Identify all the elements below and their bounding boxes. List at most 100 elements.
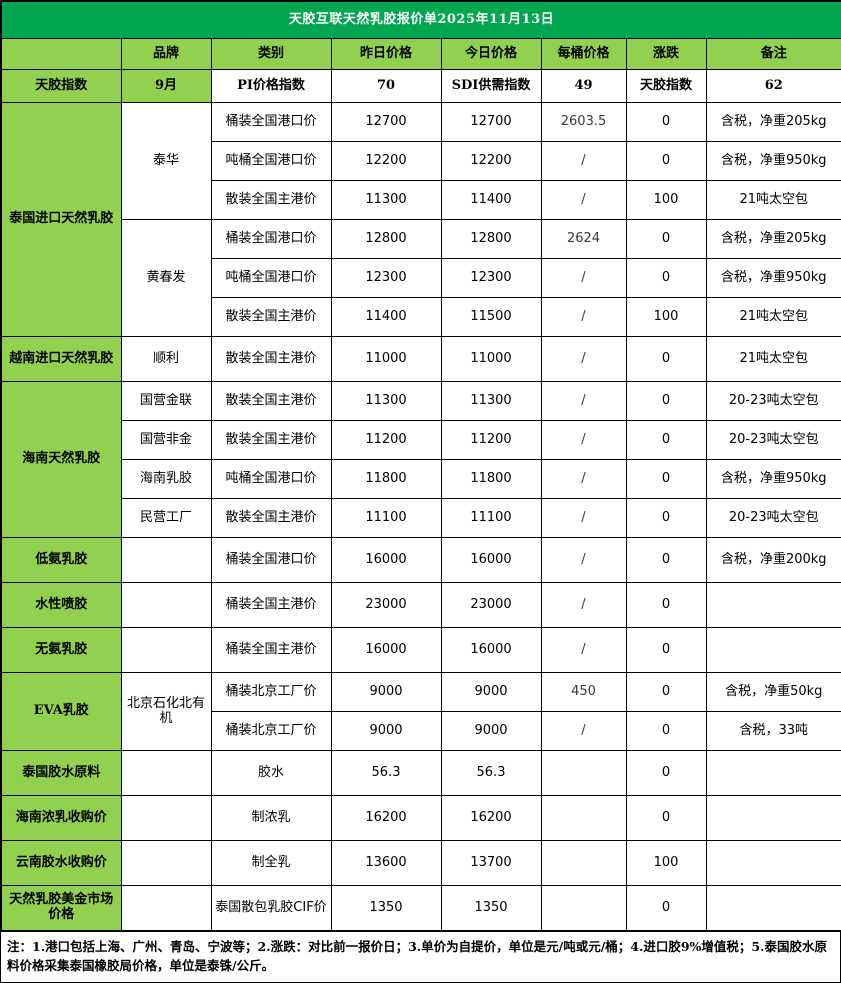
- today-price-cell: 11500: [440, 297, 542, 337]
- column-header-yesterday[interactable]: 昨日价格: [330, 38, 442, 70]
- change-cell: 0: [625, 672, 707, 712]
- column-header-note[interactable]: 备注: [705, 38, 841, 70]
- change-cell: 100: [625, 840, 707, 886]
- remark-cell: 20-23吨太空包: [705, 498, 841, 538]
- per-barrel-price-cell: /: [540, 336, 627, 382]
- table-row: 泰国胶水原料 胶水 56.3 56.3 0: [0, 750, 841, 796]
- change-cell: 0: [625, 336, 707, 382]
- footnote: 注：1.港口包括上海、广州、青岛、宁波等；2.涨跌：对比前一报价日；3.单价为自…: [0, 932, 841, 983]
- brand-cell: 民营工厂: [120, 498, 212, 538]
- per-barrel-price-cell: /: [540, 420, 627, 460]
- brand-cell: [120, 795, 212, 841]
- yesterday-price-cell: 11000: [330, 336, 442, 382]
- per-barrel-price-cell: [540, 840, 627, 886]
- remark-cell: 20-23吨太空包: [705, 420, 841, 460]
- per-barrel-price-cell: /: [540, 141, 627, 181]
- table-row: 低氨乳胶 桶装全国港口价 16000 16000/0 含税，净重200kg: [0, 537, 841, 583]
- today-price-cell: 11300: [440, 381, 542, 421]
- table-row: 越南进口天然乳胶 顺利 散装全国主港价 11000 11000/0 21吨太空包: [0, 336, 841, 382]
- table-row: 散装全国主港价 11400 11500/100 21吨太空包: [1, 297, 841, 337]
- today-price-cell: 16200: [440, 795, 542, 841]
- per-barrel-price-cell: /: [540, 180, 627, 220]
- change-cell: 0: [625, 582, 707, 628]
- today-price-cell: 11800: [440, 459, 542, 499]
- kind-cell: 泰国散包乳胶CIF价: [210, 885, 332, 932]
- remark-cell: 21吨太空包: [705, 180, 841, 220]
- index-cell-category: 天胶指数: [0, 69, 122, 103]
- kind-cell: 制全乳: [210, 840, 332, 886]
- remark-cell: 含税，净重950kg: [705, 258, 841, 298]
- yesterday-price-cell: 12200: [330, 141, 442, 181]
- brand-cell: [120, 627, 212, 673]
- brand-cell: 黄春发: [120, 219, 212, 337]
- remark-cell: 含税，净重200kg: [705, 537, 841, 583]
- index-cell-kind: PI价格指数: [210, 69, 332, 103]
- table-row: 桶装北京工厂价 9000 9000/0 含税，33吨: [1, 711, 841, 751]
- kind-cell: 吨桶全国港口价: [210, 459, 332, 499]
- brand-cell: [120, 537, 212, 583]
- today-price-cell: 12800: [440, 219, 542, 259]
- kind-cell: 桶装全国主港价: [210, 627, 332, 673]
- column-header-category[interactable]: [0, 38, 122, 70]
- today-price-cell: 23000: [440, 582, 542, 628]
- change-cell: 0: [625, 459, 707, 499]
- column-header-per_barrel[interactable]: 每桶价格: [540, 38, 627, 70]
- column-header-change[interactable]: 涨跌: [625, 38, 707, 70]
- remark-cell: 20-23吨太空包: [705, 381, 841, 421]
- column-header-kind[interactable]: 类别: [210, 38, 332, 70]
- sheet-title: 天胶互联天然乳胶报价单2025年11月13日: [0, 0, 841, 39]
- column-header-today[interactable]: 今日价格: [440, 38, 542, 70]
- index-cell-note: 62: [705, 69, 841, 103]
- change-cell: 0: [625, 420, 707, 460]
- kind-cell: 桶装全国港口价: [210, 537, 332, 583]
- today-price-cell: 9000: [440, 672, 542, 712]
- category-cell: 海南天然乳胶: [0, 381, 122, 538]
- today-price-cell: 11000: [440, 336, 542, 382]
- yesterday-price-cell: 1350: [330, 885, 442, 932]
- brand-cell: 国营非金: [120, 420, 212, 460]
- per-barrel-price-cell: /: [540, 498, 627, 538]
- kind-cell: 散装全国主港价: [210, 381, 332, 421]
- today-price-cell: 13700: [440, 840, 542, 886]
- table-row: 海南天然乳胶 国营金联 散装全国主港价 11300 11300/0 20-23吨太空包: [0, 381, 841, 538]
- today-price-cell: 16000: [440, 627, 542, 673]
- column-header-brand[interactable]: 品牌: [120, 38, 212, 70]
- today-price-cell: 11400: [440, 180, 542, 220]
- remark-cell: [705, 885, 841, 932]
- category-cell: EVA乳胶: [0, 672, 122, 751]
- change-cell: 100: [625, 180, 707, 220]
- today-price-cell: 11200: [440, 420, 542, 460]
- yesterday-price-cell: 11200: [330, 420, 442, 460]
- category-cell: 越南进口天然乳胶: [0, 336, 122, 382]
- change-cell: 0: [625, 381, 707, 421]
- per-barrel-price-cell: /: [540, 258, 627, 298]
- brand-cell: 北京石化北有机: [120, 672, 212, 751]
- table-row: 散装全国主港价 11300 11400/100 21吨太空包: [1, 180, 841, 220]
- index-cell-today: SDI供需指数: [440, 69, 542, 103]
- yesterday-price-cell: 16000: [330, 627, 442, 673]
- table-row: EVA乳胶 北京石化北有机 桶装北京工厂价 9000 9000 450 0 含税，净重50kg: [0, 672, 841, 751]
- yesterday-price-cell: 13600: [330, 840, 442, 886]
- remark-cell: [705, 627, 841, 673]
- brand-cell: 顺利: [120, 336, 212, 382]
- yesterday-price-cell: 56.3: [330, 750, 442, 796]
- per-barrel-price-cell: /: [540, 627, 627, 673]
- kind-cell: 散装全国主港价: [210, 180, 332, 220]
- today-price-cell: 12300: [440, 258, 542, 298]
- yesterday-price-cell: 9000: [330, 711, 442, 751]
- index-cell-per_barrel: 49: [540, 69, 627, 103]
- yesterday-price-cell: 16000: [330, 537, 442, 583]
- yesterday-price-cell: 23000: [330, 582, 442, 628]
- change-cell: 0: [625, 498, 707, 538]
- change-cell: 0: [625, 795, 707, 841]
- remark-cell: 含税，净重50kg: [705, 672, 841, 712]
- yesterday-price-cell: 12700: [330, 102, 442, 142]
- yesterday-price-cell: 11800: [330, 459, 442, 499]
- yesterday-price-cell: 11300: [330, 381, 442, 421]
- table-row: 水性喷胶 桶装全国主港价 23000 23000/0: [0, 582, 841, 628]
- today-price-cell: 16000: [440, 537, 542, 583]
- kind-cell: 散装全国主港价: [210, 420, 332, 460]
- change-cell: 0: [625, 627, 707, 673]
- kind-cell: 桶装全国主港价: [210, 582, 332, 628]
